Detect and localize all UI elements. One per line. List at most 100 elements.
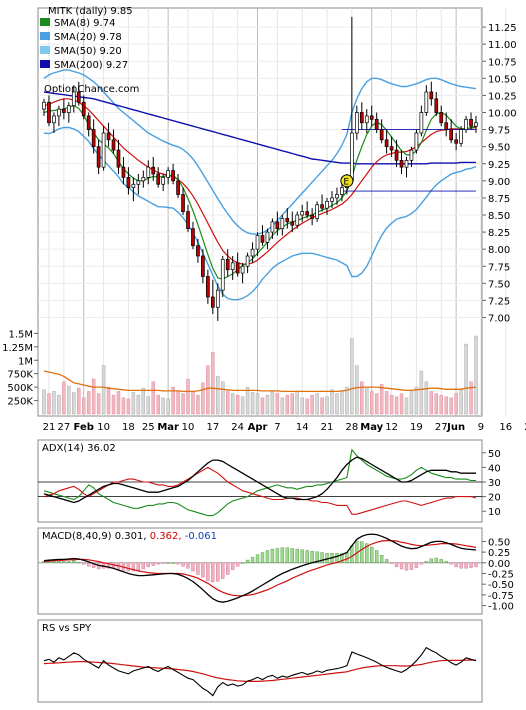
candle-body [171,170,175,182]
candle-body [141,177,146,182]
candle-body [235,262,240,274]
candle-body [81,101,86,117]
macd-histogram-bar [240,562,245,564]
volume-bar [91,378,96,415]
candle-body [225,259,230,271]
macd-histogram-bar [280,547,285,564]
candle-body [474,122,478,127]
candle-body [404,159,409,168]
volume-bar [106,386,111,415]
macd-histogram-bar [454,562,458,568]
volume-bar [404,397,409,415]
macd-histogram-bar [206,562,210,581]
macd-histogram-bar [365,543,369,564]
rs-panel-frame [37,619,483,703]
macd-histogram-bar [216,562,220,582]
candle-body [335,194,339,199]
chart-title: MITK (daily) 9.85 [48,6,133,17]
volume-bar [86,391,91,415]
macd-label: MACD(8,40,9) 0.301, 0.362, -0.061 [42,531,217,542]
macd-histogram-bar [459,562,463,569]
volume-bar [320,397,324,415]
volume-bar [345,386,349,415]
adx-series [43,448,477,517]
candle-body [201,255,205,277]
macd-histogram-bar [345,552,349,564]
adx-y-tick-label: 20 [488,493,501,504]
macd-histogram-bar [469,562,473,568]
candle-body [215,289,220,308]
candle-body [369,115,374,120]
earnings-marker-label: E [343,177,349,187]
price-y-tick-label: 7.75 [488,262,510,273]
volume-bar [389,394,394,415]
candle-body [419,112,424,134]
legend-label: SMA(200) 9.27 [54,60,128,71]
volume-bar [290,393,295,415]
macd-histogram-bar [191,562,195,572]
volume-bar [116,391,121,415]
sma8-line [43,105,477,280]
rs-label: RS vs SPY [42,623,92,634]
candle-body [379,129,384,141]
x-axis: 21 27 Feb 10 18 25 Mar 10 17 24 Apr 7 14 21 28 May 12 19 2… [43,422,526,433]
macd-histogram-bar [221,562,225,579]
volume-bar [384,391,389,415]
macd-histogram-bar [255,554,260,564]
macd-histogram-bar [146,562,150,568]
price-y-tick-label: 10.50 [488,74,517,85]
adx-label: ADX(14) 36.02 [42,443,116,454]
volume-bar [126,398,131,415]
macd-histogram-bar [310,550,314,564]
candle-body [444,122,449,130]
volume-bar [315,393,319,415]
volume-bar [211,351,215,415]
volume-bar [260,397,265,415]
candle-body [76,91,81,103]
candle-body [439,112,444,124]
volume-bar [225,391,230,415]
volume-bar [166,398,170,415]
rs-panel: RS vs SPY [37,619,483,703]
price-y-tick-label: 8.50 [488,211,510,222]
legend-swatch [40,60,50,68]
x-tick-label: 25 [142,422,155,433]
volume-bar [136,394,141,415]
volume-bar [444,396,448,415]
volume-bar [230,393,235,415]
macd-histogram-bar [389,562,394,564]
volume-bar [360,381,364,415]
candle-body [166,170,170,178]
macd-histogram-bar [474,562,478,568]
candle-body [285,218,290,223]
price-y-tick-label: 9.00 [488,177,510,188]
candle-body [206,276,210,298]
adx-minus-di-line [43,466,477,515]
price-y-tick-label: 8.00 [488,245,510,256]
volume-bar [196,394,200,415]
volume-bar [300,397,304,415]
candle-body [106,132,111,141]
candle-body [434,98,439,113]
volume-bar [414,386,419,415]
volume-bar [62,381,66,415]
volume-bar [161,397,165,415]
volume-bar [221,381,225,415]
candle-body [146,166,151,178]
macd-histogram-bar [151,562,155,566]
adx-y-tick-label: 40 [488,463,501,474]
macd-histogram-bar [275,548,280,564]
adx-panel: 50 40 30 20 10 ADX(14) 36.02 [37,439,501,523]
volume-bar [434,393,439,415]
macd-histogram-bar [375,550,379,564]
price-y-tick-label: 8.25 [488,228,510,239]
candle-body [315,204,319,219]
price-panel-frame [37,7,483,417]
volume-bar [186,378,190,415]
candle-body [210,296,215,308]
volume-bar [399,393,404,415]
macd-histogram-bar [419,562,424,565]
candle-body [66,105,71,113]
volume-bar [350,338,354,415]
volume-y-tick-label: 1.5M [8,329,33,340]
